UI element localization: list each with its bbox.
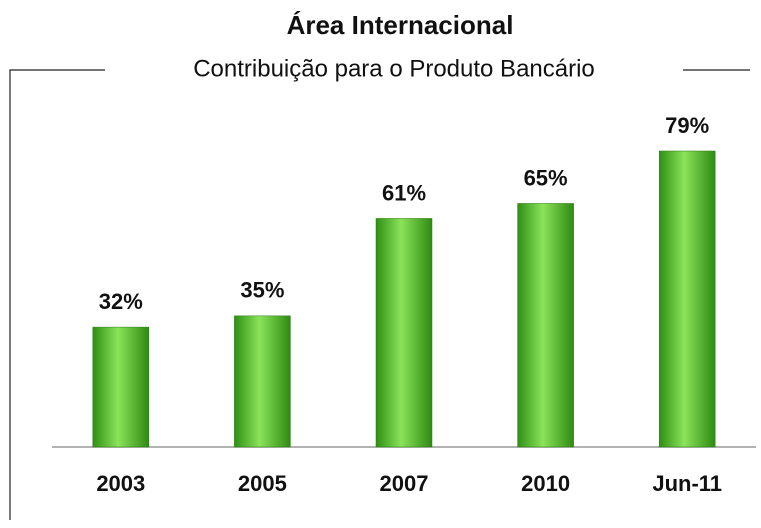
chart-title: Área Internacional [287, 10, 514, 40]
frame [9, 69, 105, 520]
x-tick-label: 2003 [96, 471, 145, 496]
x-tick-label: 2010 [521, 471, 570, 496]
data-label: 65% [524, 165, 568, 190]
bar [658, 150, 716, 448]
bar [234, 315, 291, 448]
data-label: 32% [99, 289, 143, 314]
bar [517, 203, 574, 448]
bar [92, 326, 150, 448]
data-label: 35% [240, 278, 284, 303]
x-tick-label: 2007 [380, 471, 429, 496]
data-label: 79% [665, 113, 709, 138]
data-label: 61% [382, 180, 426, 205]
bar [375, 218, 433, 448]
x-tick-label: Jun-11 [652, 471, 722, 496]
chart-subtitle: Contribuição para o Produto Bancário [193, 55, 595, 82]
x-tick-label: 2005 [238, 471, 287, 496]
